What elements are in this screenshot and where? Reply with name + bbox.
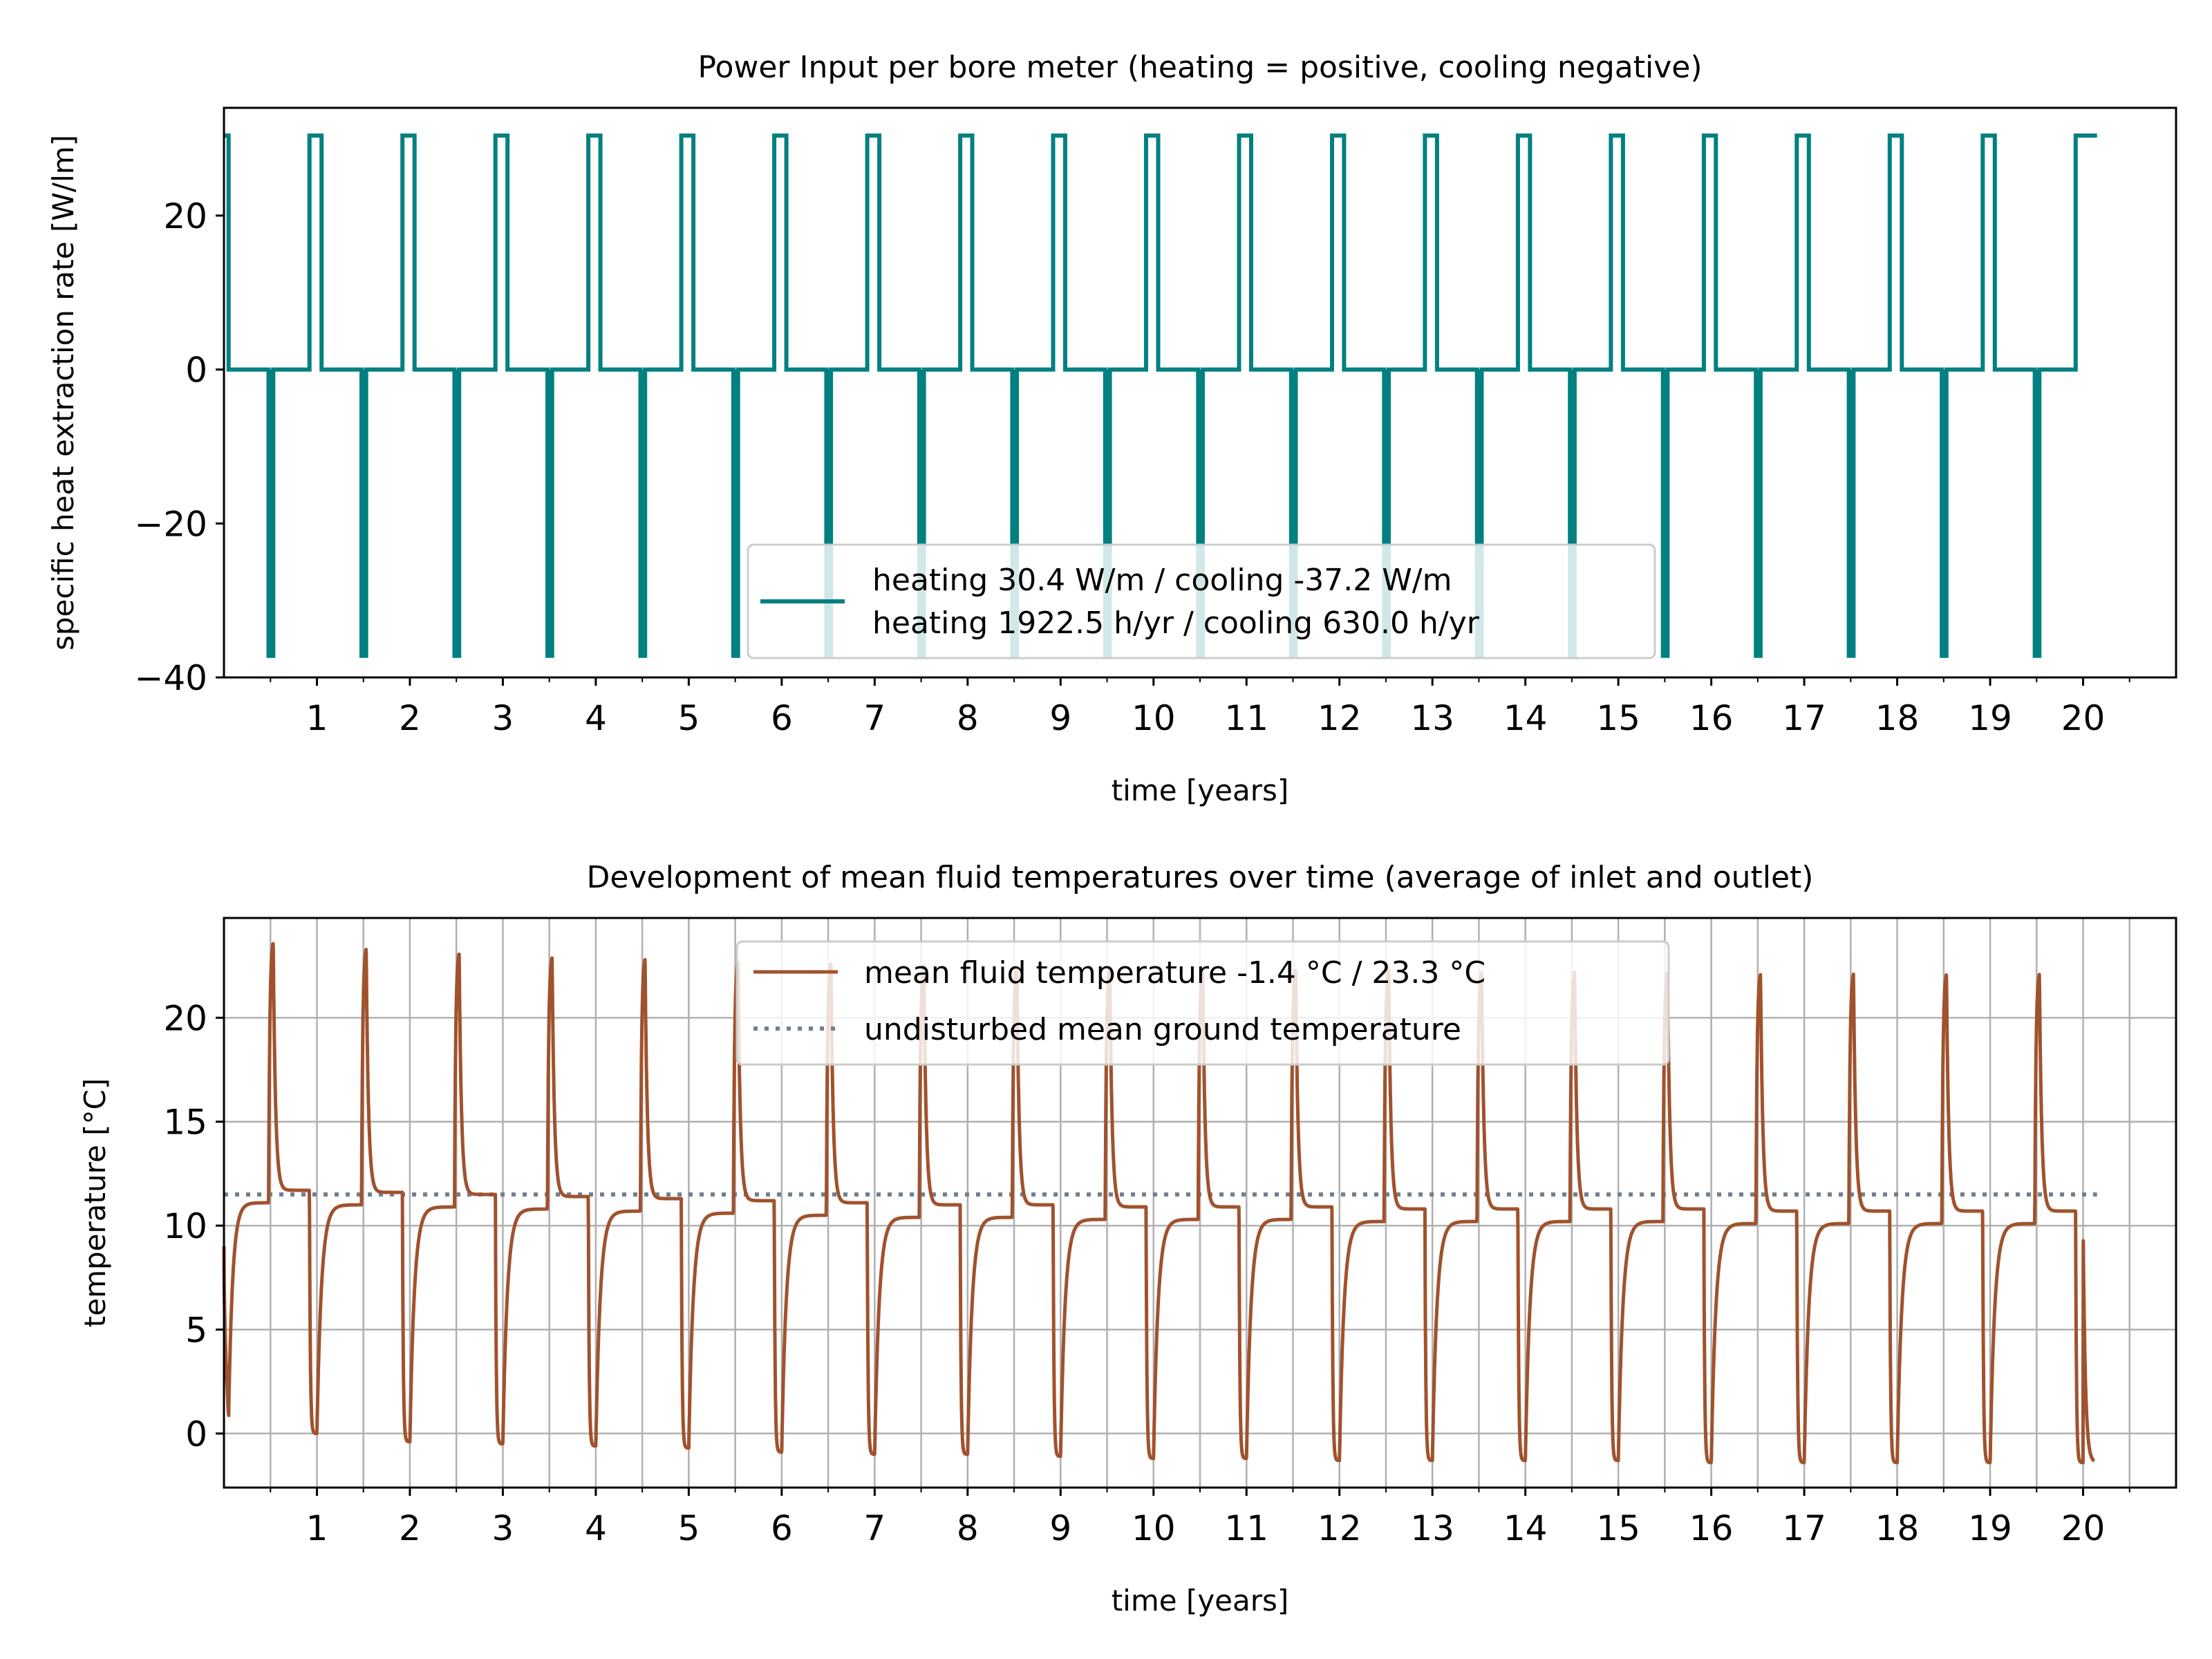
x-tick-label: 18 [1875, 698, 1920, 738]
x-tick-label: 10 [1132, 1508, 1176, 1548]
temperature-chart: Development of mean fluid temperatures o… [78, 860, 2177, 1618]
cooling-pulse [1848, 369, 1854, 656]
legend-box [747, 543, 1656, 659]
cooling-pulse [362, 369, 366, 656]
cooling-pulse [919, 369, 924, 656]
chart-title: Development of mean fluid temperatures o… [587, 860, 1814, 895]
cooling-pulse [733, 369, 738, 656]
x-tick-label: 19 [1968, 1508, 2012, 1548]
x-tick-label: 14 [1503, 1508, 1548, 1548]
y-tick-label: 10 [163, 1206, 207, 1246]
x-tick-label: 10 [1132, 698, 1176, 738]
x-tick-label: 11 [1224, 1508, 1268, 1548]
y-tick-label: 0 [185, 350, 207, 391]
cooling-pulse [1942, 369, 1947, 656]
x-tick-label: 5 [677, 698, 700, 738]
x-tick-label: 13 [1410, 1508, 1454, 1548]
cooling-pulse [1198, 369, 1203, 656]
x-tick-label: 6 [771, 698, 793, 738]
y-axis-label: specific heat extraction rate [W/lm] [46, 135, 80, 650]
cooling-pulse [1105, 369, 1110, 656]
legend-label-fluid: mean fluid temperature -1.4 °C / 23.3 °C [864, 955, 1485, 991]
cooling-pulse [826, 369, 832, 656]
cooling-pulse [1384, 369, 1389, 656]
legend-box [735, 940, 1670, 1066]
fluid-temperature-line [222, 941, 2096, 1465]
x-tick-label: 8 [957, 1508, 979, 1548]
cooling-pulse [1012, 369, 1018, 656]
x-tick-label: 9 [1049, 698, 1071, 738]
y-tick-label: −20 [134, 504, 207, 544]
legend-label-line-2: heating 1922.5 h/yr / cooling 630.0 h/yr [872, 606, 1480, 641]
x-tick-label: 12 [1318, 1508, 1362, 1548]
x-tick-label: 12 [1318, 698, 1362, 738]
x-tick-label: 17 [1782, 1508, 1826, 1548]
chart-title: Power Input per bore meter (heating = po… [697, 50, 1702, 85]
x-tick-label: 8 [957, 698, 979, 738]
x-tick-label: 20 [2061, 698, 2106, 738]
y-axis-label: temperature [°C] [78, 1078, 112, 1327]
x-tick-label: 1 [306, 698, 328, 738]
x-tick-label: 9 [1049, 1508, 1071, 1548]
x-tick-label: 16 [1689, 698, 1734, 738]
x-tick-label: 2 [399, 1508, 421, 1548]
cooling-pulse [1570, 369, 1575, 656]
x-tick-label: 14 [1503, 698, 1548, 738]
cooling-pulse [1756, 369, 1761, 656]
x-tick-label: 3 [492, 1508, 514, 1548]
x-tick-label: 15 [1596, 698, 1640, 738]
x-axis-label: time [years] [1112, 774, 1289, 807]
x-tick-label: 2 [399, 698, 421, 738]
x-tick-label: 5 [677, 1508, 700, 1548]
x-tick-label: 1 [306, 1508, 328, 1548]
x-tick-label: 15 [1596, 1508, 1640, 1548]
cooling-pulse [1662, 369, 1668, 656]
x-tick-label: 7 [863, 1508, 885, 1548]
cooling-pulse [454, 369, 460, 656]
x-tick-label: 20 [2061, 1508, 2106, 1548]
cooling-pulse [1291, 369, 1296, 656]
x-tick-label: 6 [771, 1508, 793, 1548]
legend-label-ground: undisturbed mean ground temperature [864, 1012, 1461, 1047]
x-tick-label: 3 [492, 698, 514, 738]
y-tick-label: −40 [134, 658, 207, 698]
x-tick-label: 16 [1689, 1508, 1734, 1548]
cooling-pulse [640, 369, 646, 656]
x-tick-label: 19 [1968, 698, 2012, 738]
cooling-pulse [1477, 369, 1482, 656]
cooling-pulse [547, 369, 552, 656]
y-tick-label: 5 [185, 1310, 207, 1350]
x-axis-label: time [years] [1112, 1584, 1289, 1618]
x-tick-label: 11 [1224, 698, 1268, 738]
cooling-pulse [268, 369, 274, 656]
y-tick-label: 0 [185, 1414, 207, 1454]
x-tick-label: 4 [585, 698, 607, 738]
y-tick-label: 15 [163, 1103, 207, 1143]
x-tick-label: 7 [863, 698, 885, 738]
x-tick-label: 17 [1782, 698, 1826, 738]
cooling-pulse [2034, 369, 2040, 656]
x-tick-label: 18 [1875, 1508, 1920, 1548]
x-tick-label: 4 [585, 1508, 607, 1548]
x-tick-label: 13 [1410, 698, 1454, 738]
y-tick-label: 20 [163, 196, 207, 236]
legend-label-line-1: heating 30.4 W/m / cooling -37.2 W/m [872, 563, 1452, 598]
y-tick-label: 20 [163, 998, 207, 1038]
